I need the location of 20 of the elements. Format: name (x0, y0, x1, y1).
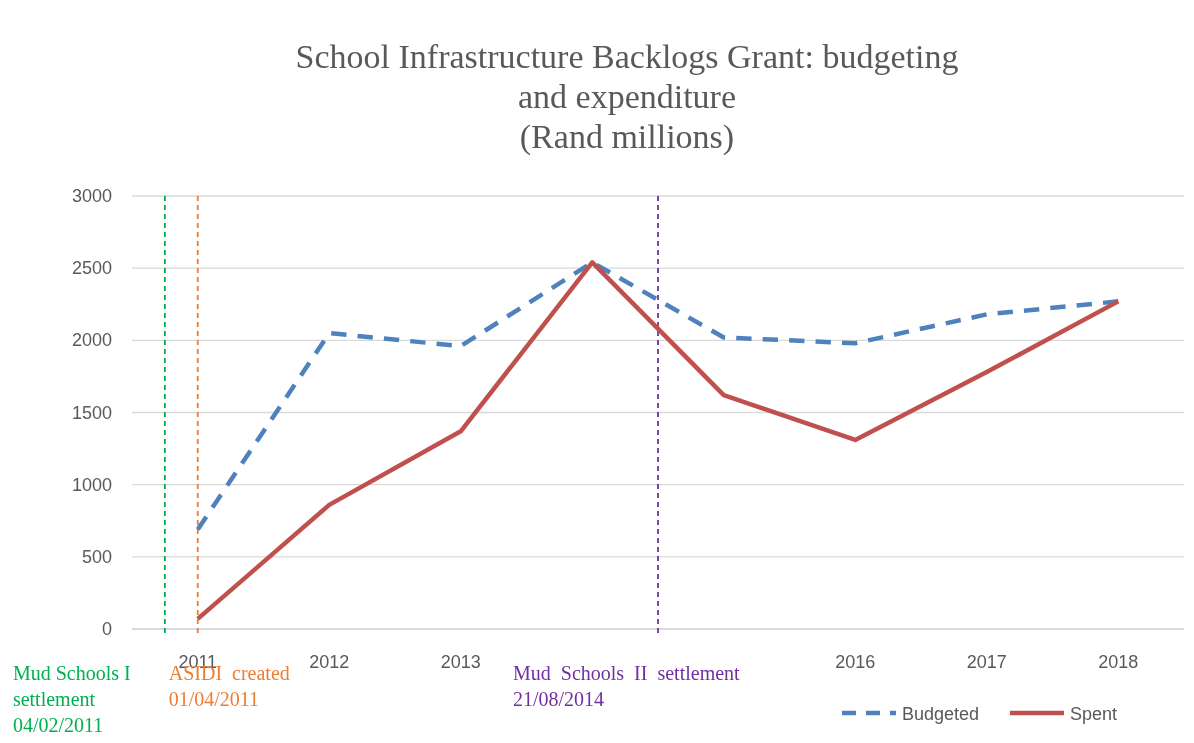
chart-title: School Infrastructure Backlogs Grant: budgeting and expenditure (295, 38, 959, 115)
x-tick-label: 2018 (1098, 652, 1139, 672)
legend-label: Budgeted (902, 704, 980, 724)
x-tick-label: 2017 (966, 652, 1007, 672)
y-tick-label: 500 (81, 546, 112, 567)
x-tick-label: 2012 (309, 652, 350, 672)
chart-subtitle: (Rand millions) (519, 118, 735, 156)
legend-label: Spent (1070, 704, 1118, 724)
ref-line-label: Mud Schools II settlement 21/08/2014 (513, 662, 741, 710)
line-series (195, 260, 1121, 532)
y-tick-label: 1000 (71, 474, 112, 495)
y-tick-label: 2500 (71, 258, 112, 279)
y-tick-label: 2000 (71, 330, 112, 351)
line-series (195, 260, 1121, 622)
x-tick-label: 2016 (835, 652, 876, 672)
y-tick-label: 3000 (71, 186, 112, 206)
x-tick-label: 2013 (440, 652, 481, 672)
y-tick-label: 1500 (71, 402, 112, 423)
ref-line-label: Mud Schools I settlement 04/02/2011 (12, 662, 131, 736)
y-tick-label: 0 (101, 619, 112, 639)
